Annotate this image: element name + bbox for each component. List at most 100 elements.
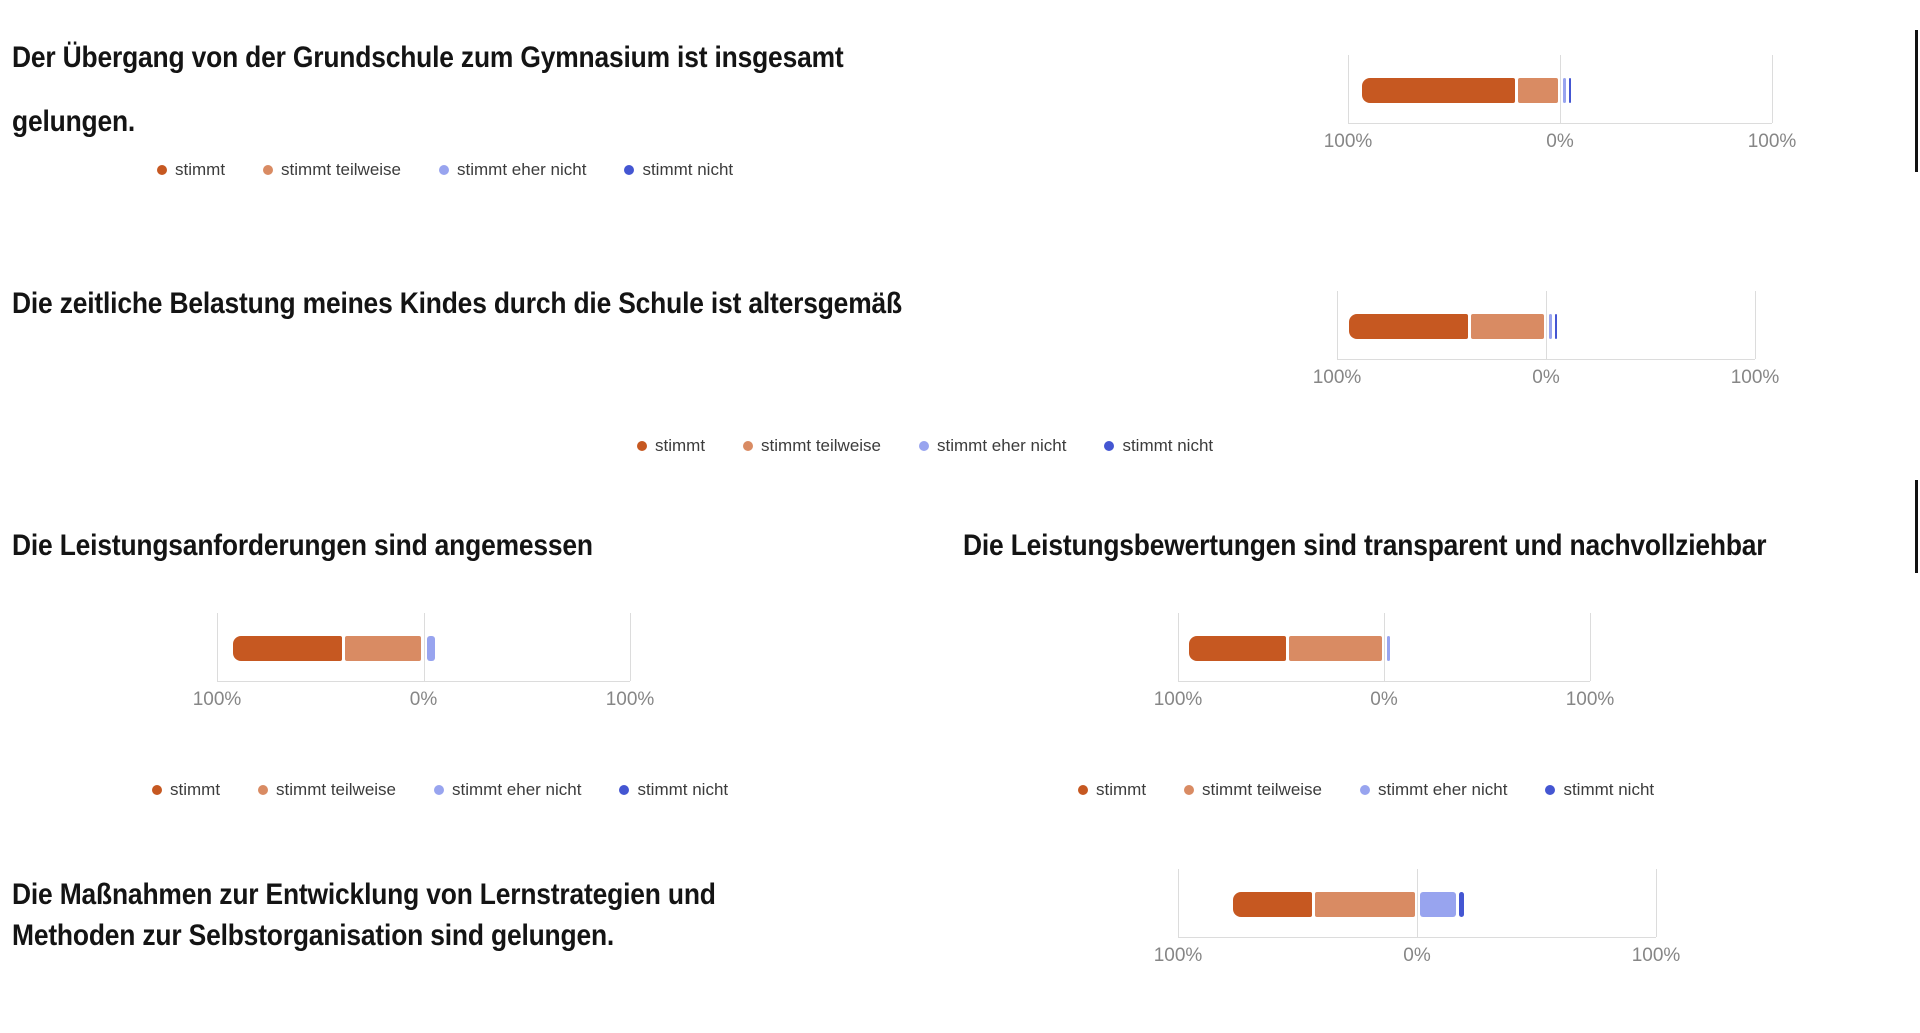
gridline: [1590, 613, 1591, 681]
axis-labels: 100% 0% 100%: [1313, 367, 1780, 393]
axis-tick-label: 0%: [1403, 945, 1431, 966]
axis-labels: 100% 0% 100%: [1324, 131, 1797, 157]
legend-item-stimmt-nicht: stimmt nicht: [624, 160, 733, 180]
legend-label: stimmt eher nicht: [452, 780, 582, 799]
axis-labels: 100% 0% 100%: [1154, 945, 1681, 971]
title-line: Die Maßnahmen zur Entwicklung von Lernst…: [12, 878, 716, 911]
legend-label: stimmt: [655, 436, 706, 455]
legend-item-stimmt: stimmt: [157, 160, 225, 180]
plot-area: [217, 613, 631, 682]
right-edge-line: [1915, 480, 1918, 573]
legend-dot-icon: [439, 165, 450, 175]
gridline: [1560, 55, 1561, 123]
legend-dot-icon: [919, 441, 930, 451]
plot-area: [1178, 613, 1591, 682]
question-4-title: Die Leistungsbewertungen sind transparen…: [963, 528, 1767, 564]
axis-labels: 100% 0% 100%: [1154, 689, 1615, 715]
question-5-title: Die Maßnahmen zur Entwicklung von Lernst…: [12, 874, 716, 956]
gridline: [1178, 869, 1179, 937]
gridline: [217, 613, 218, 681]
legend-label: stimmt nicht: [1563, 780, 1655, 799]
question-2-title: Die zeitliche Belastung meines Kindes du…: [12, 286, 902, 322]
legend-item-stimmt-teilweise: stimmt teilweise: [743, 436, 881, 456]
legend-dot-icon: [157, 165, 167, 175]
axis-tick-label: 100%: [1153, 689, 1203, 710]
question-2-chart: 100% 0% 100%: [1313, 291, 1780, 393]
bar-segment-stimmt: [1348, 314, 1468, 339]
legend-dot-icon: [624, 165, 635, 175]
gridline: [630, 613, 631, 681]
plot-area: [1348, 55, 1773, 124]
right-edge-line: [1915, 30, 1918, 172]
title-line: Die Leistungsbewertungen sind transparen…: [963, 529, 1767, 562]
axis-tick-label: 100%: [1747, 131, 1797, 152]
gridline: [423, 613, 425, 681]
gridline: [1337, 291, 1338, 359]
bar-segment-stimmt: [1362, 78, 1515, 103]
axis-tick-label: 100%: [605, 689, 655, 710]
legend-label: stimmt eher nicht: [457, 160, 587, 179]
question-3-chart: 100% 0% 100%: [193, 613, 655, 715]
bar-segment-stimmt-eher-nicht: [1387, 636, 1390, 661]
legend-label: stimmt teilweise: [761, 436, 882, 455]
plot-area: [1178, 869, 1657, 938]
legend-label: stimmt teilweise: [1202, 780, 1323, 799]
bar-segment-stimmt: [1189, 636, 1287, 661]
legend-dot-icon: [1545, 785, 1556, 795]
question-3-title: Die Leistungsanforderungen sind angemess…: [12, 528, 593, 564]
title-line: gelungen.: [12, 105, 136, 138]
question-2-legend: stimmt stimmt teilweise stimmt eher nich…: [637, 436, 1213, 456]
legend-dot-icon: [743, 441, 754, 451]
question-3-legend: stimmt stimmt teilweise stimmt eher nich…: [152, 780, 728, 800]
bar-segment-stimmt-teilweise: [1517, 78, 1558, 103]
title-line: Die Leistungsanforderungen sind angemess…: [12, 529, 593, 562]
legend-dot-icon: [1360, 785, 1371, 795]
bar-segment-stimmt-eher-nicht: [1563, 78, 1566, 103]
bar-segment-stimmt-teilweise: [1289, 636, 1382, 661]
question-4-legend: stimmt stimmt teilweise stimmt eher nich…: [1078, 780, 1654, 800]
bar-segment-stimmt-teilweise: [1314, 892, 1415, 917]
axis-tick-label: 100%: [192, 689, 242, 710]
legend-item-stimmt-nicht: stimmt nicht: [1104, 436, 1213, 456]
legend-item-stimmt: stimmt: [152, 780, 220, 800]
bar-segment-stimmt-nicht: [1554, 314, 1557, 339]
legend-item-stimmt: stimmt: [1078, 780, 1146, 800]
legend-label: stimmt nicht: [642, 160, 734, 179]
legend-label: stimmt nicht: [637, 780, 729, 799]
axis-tick-label: 100%: [1323, 131, 1373, 152]
axis-tick-label: 0%: [409, 689, 438, 710]
legend-label: stimmt nicht: [1122, 436, 1214, 455]
axis-tick-label: 100%: [1730, 367, 1780, 388]
legend-item-stimmt: stimmt: [637, 436, 705, 456]
gridline: [1417, 869, 1418, 937]
axis-tick-label: 100%: [1312, 367, 1362, 388]
legend-dot-icon: [258, 785, 269, 795]
axis-tick-label: 0%: [1370, 689, 1398, 710]
legend-dot-icon: [1184, 785, 1195, 795]
title-line: Die zeitliche Belastung meines Kindes du…: [12, 287, 902, 320]
axis-tick-label: 0%: [1546, 131, 1574, 152]
bar-segment-stimmt-nicht: [1458, 892, 1464, 917]
question-1-chart: 100% 0% 100%: [1324, 55, 1797, 157]
bar-segment-stimmt-teilweise: [345, 636, 422, 661]
gridline: [1348, 55, 1349, 123]
gridline: [1656, 869, 1657, 937]
question-1-title: Der Übergang von der Grundschule zum Gym…: [12, 26, 844, 154]
question-5-chart: 100% 0% 100%: [1154, 869, 1681, 971]
legend-dot-icon: [637, 441, 647, 451]
legend-label: stimmt teilweise: [281, 160, 402, 179]
legend-label: stimmt teilweise: [276, 780, 397, 799]
legend-label: stimmt: [170, 780, 221, 799]
legend-dot-icon: [152, 785, 162, 795]
legend-item-stimmt-teilweise: stimmt teilweise: [1184, 780, 1322, 800]
axis-tick-label: 0%: [1532, 367, 1560, 388]
axis-labels: 100% 0% 100%: [193, 689, 655, 715]
bar-segment-stimmt: [1232, 892, 1312, 917]
legend-label: stimmt eher nicht: [1378, 780, 1508, 799]
legend-dot-icon: [1104, 441, 1115, 451]
bar-segment-stimmt-nicht: [1568, 78, 1571, 103]
bar-segment-stimmt: [232, 636, 343, 661]
legend-label: stimmt eher nicht: [937, 436, 1067, 455]
question-1-legend: stimmt stimmt teilweise stimmt eher nich…: [157, 160, 733, 180]
title-line: Der Übergang von der Grundschule zum Gym…: [12, 41, 844, 74]
